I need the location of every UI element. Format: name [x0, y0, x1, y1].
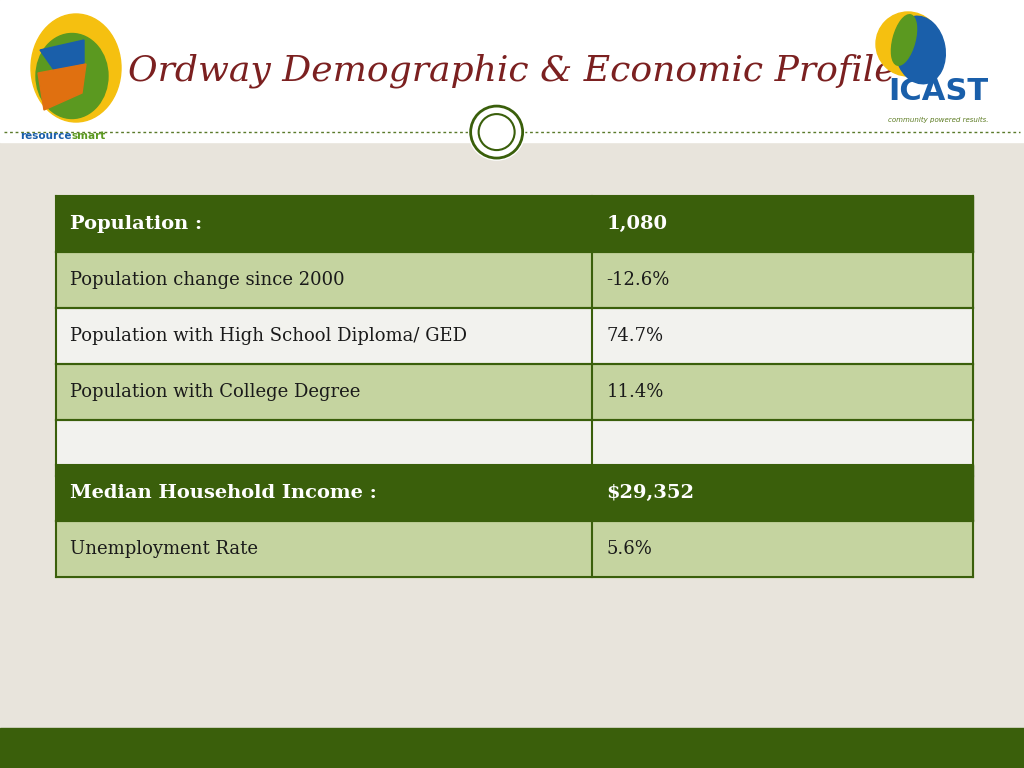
- Bar: [0, 0, 1024, 142]
- Bar: [56, 521, 593, 577]
- Bar: [0, 728, 1024, 768]
- Text: smart: smart: [72, 131, 106, 141]
- Ellipse shape: [31, 14, 121, 122]
- Bar: [593, 521, 973, 577]
- Bar: [56, 308, 593, 364]
- Text: Population :: Population :: [71, 215, 203, 233]
- Bar: [56, 196, 593, 252]
- Text: 1,080: 1,080: [606, 215, 668, 233]
- Bar: [56, 364, 593, 420]
- Bar: [593, 196, 973, 252]
- Text: Median Household Income :: Median Household Income :: [71, 484, 377, 502]
- Ellipse shape: [895, 16, 945, 84]
- Text: Ordway Demographic & Economic Profile: Ordway Demographic & Economic Profile: [128, 54, 896, 88]
- Bar: [593, 364, 973, 420]
- Ellipse shape: [892, 15, 916, 65]
- Bar: [56, 252, 593, 308]
- Text: Population change since 2000: Population change since 2000: [71, 271, 345, 289]
- Text: 5.6%: 5.6%: [606, 540, 652, 558]
- Text: 74.7%: 74.7%: [606, 327, 664, 345]
- Bar: [593, 465, 973, 521]
- Text: resource: resource: [20, 131, 72, 141]
- Text: community powered results.: community powered results.: [888, 117, 988, 123]
- Text: $29,352: $29,352: [606, 484, 694, 502]
- Bar: [56, 465, 593, 521]
- Circle shape: [876, 12, 940, 76]
- Text: 11.4%: 11.4%: [606, 383, 664, 401]
- Bar: [593, 308, 973, 364]
- Polygon shape: [38, 64, 86, 110]
- Text: ICAST: ICAST: [888, 78, 988, 107]
- Ellipse shape: [36, 34, 108, 118]
- Text: Population with College Degree: Population with College Degree: [71, 383, 360, 401]
- Text: Population with High School Diploma/ GED: Population with High School Diploma/ GED: [71, 327, 467, 345]
- Circle shape: [469, 104, 524, 160]
- Text: -12.6%: -12.6%: [606, 271, 670, 289]
- Bar: [56, 420, 593, 476]
- Text: Unemployment Rate: Unemployment Rate: [71, 540, 258, 558]
- Bar: [593, 420, 973, 476]
- Polygon shape: [40, 40, 84, 70]
- Bar: [593, 252, 973, 308]
